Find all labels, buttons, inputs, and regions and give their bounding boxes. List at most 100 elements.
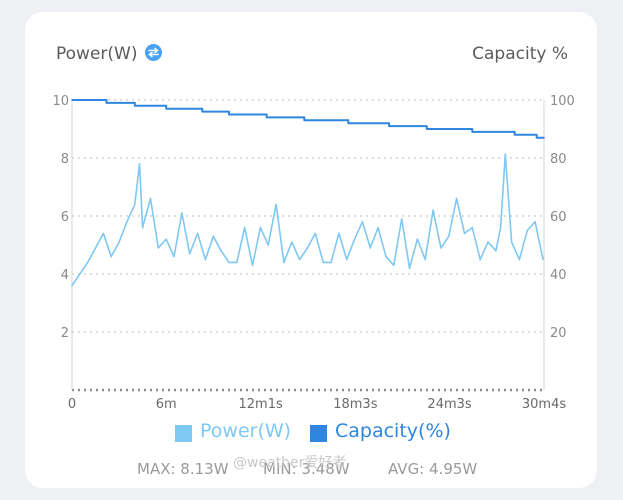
data-point-0-40 (393, 264, 395, 267)
data-point-1-3 (165, 107, 167, 110)
y-left-tick-2: 6 (61, 210, 69, 225)
y-right-tick-3: 80 (550, 152, 567, 167)
stat-avg: AVG: 4.95W (388, 460, 478, 478)
data-point-1-11 (471, 131, 474, 133)
data-point-1-10 (425, 128, 428, 130)
data-point-0-2 (102, 232, 105, 235)
y-left-tick-1: 4 (61, 268, 69, 283)
data-point-0-25 (275, 203, 277, 206)
data-point-0-46 (440, 247, 442, 249)
y-left-tick-0: 2 (61, 326, 69, 341)
data-point-0-16 (204, 258, 207, 261)
data-point-0-10 (157, 247, 160, 249)
legend-label-power: Power(W) (200, 420, 292, 442)
data-point-0-4 (118, 241, 120, 243)
y-left-tick-3: 8 (61, 152, 69, 167)
data-point-0-52 (487, 241, 489, 243)
data-point-0-20 (236, 261, 238, 264)
y-left-tick-4: 10 (52, 94, 69, 109)
data-point-0-28 (298, 258, 301, 261)
data-point-0-41 (400, 218, 403, 220)
data-point-1-6 (265, 116, 268, 119)
data-point-0-11 (165, 238, 167, 240)
capacity-axis-title: Capacity % (472, 44, 568, 64)
data-point-1-4 (201, 110, 204, 113)
data-point-0-6 (133, 203, 136, 206)
data-point-1-9 (388, 125, 390, 127)
x-tick-1: 6m (156, 397, 177, 412)
legend-swatch-power (175, 425, 192, 442)
data-point-1-12 (513, 134, 516, 136)
data-point-0-0 (71, 284, 73, 287)
swap-icon[interactable] (145, 44, 162, 61)
legend-label-capacity: Capacity(%) (335, 420, 451, 442)
stats-row: MAX: 8.13W MIN: 3.48W AVG: 4.95W (0, 460, 623, 480)
data-point-0-49 (463, 232, 466, 235)
data-point-1-14 (543, 136, 545, 139)
x-tick-5: 30m4s (522, 397, 566, 412)
data-point-0-45 (432, 209, 434, 211)
data-point-1-2 (133, 105, 136, 107)
data-point-0-1 (86, 261, 89, 264)
data-point-0-60 (542, 258, 544, 261)
series-line-capacity (72, 99, 544, 139)
data-point-1-13 (535, 136, 538, 139)
series-line-power (71, 153, 544, 287)
data-point-0-17 (212, 235, 215, 238)
data-point-0-30 (314, 232, 317, 235)
y-right-tick-0: 20 (550, 326, 567, 341)
data-point-1-5 (228, 113, 230, 116)
chart-plot: 2 4 6 8 10 20 40 60 80 100 0 6m 12m1s 18m3s 24m3s 30m4s (52, 94, 575, 412)
data-point-0-22 (251, 264, 254, 267)
data-point-0-24 (267, 244, 270, 246)
data-point-0-27 (290, 241, 293, 243)
x-tick-0: 0 (68, 397, 76, 412)
data-point-0-38 (377, 226, 379, 229)
data-point-0-57 (518, 258, 521, 261)
data-point-0-7 (138, 163, 141, 165)
data-point-0-54 (499, 226, 502, 229)
stat-max: MAX: 8.13W (137, 460, 229, 478)
x-tick-3: 18m3s (333, 397, 377, 412)
watermark: @weather爱好者 (233, 455, 347, 471)
data-point-0-50 (471, 226, 474, 229)
data-point-0-19 (228, 261, 230, 264)
legend-swatch-capacity (310, 425, 327, 442)
data-point-0-12 (173, 255, 175, 258)
data-point-0-5 (126, 221, 128, 223)
data-point-0-51 (479, 258, 481, 261)
data-point-1-8 (347, 122, 350, 124)
power-axis-title: Power(W) (56, 44, 138, 64)
data-point-0-47 (447, 235, 450, 238)
data-point-0-21 (243, 226, 246, 229)
data-point-0-35 (353, 238, 356, 240)
data-point-0-37 (369, 247, 372, 249)
data-point-0-39 (385, 255, 387, 258)
data-point-0-31 (322, 261, 324, 264)
data-point-0-42 (408, 267, 411, 270)
data-point-0-18 (220, 250, 222, 252)
legend: Power(W) Capacity(%) (0, 420, 623, 446)
data-point-0-59 (534, 221, 536, 223)
data-point-0-48 (455, 197, 458, 200)
data-point-0-56 (510, 241, 513, 243)
y-right-tick-2: 60 (550, 210, 567, 225)
data-point-0-55 (504, 153, 507, 156)
x-tick-2: 12m1s (239, 397, 283, 412)
data-point-0-3 (110, 255, 113, 258)
stat-min: MIN: 3.48W (263, 460, 350, 478)
data-point-0-9 (149, 197, 152, 200)
data-point-0-36 (361, 221, 364, 223)
chart-card (25, 12, 597, 488)
data-point-0-58 (526, 229, 529, 232)
data-point-0-34 (345, 258, 348, 261)
y-right-tick-4: 100 (550, 94, 575, 109)
data-point-0-43 (416, 238, 419, 240)
data-point-0-13 (181, 212, 183, 214)
y-right-tick-1: 40 (550, 268, 567, 283)
data-point-0-29 (306, 247, 309, 249)
data-point-1-7 (303, 119, 306, 122)
data-point-0-26 (283, 261, 285, 264)
x-tick-4: 24m3s (427, 397, 471, 412)
data-point-0-23 (259, 226, 262, 229)
